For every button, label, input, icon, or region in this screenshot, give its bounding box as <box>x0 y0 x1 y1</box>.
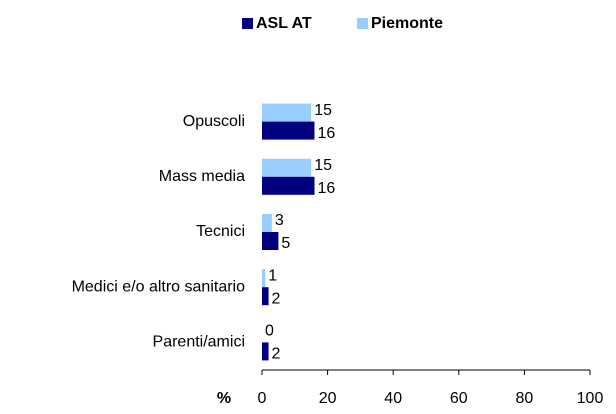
bar <box>262 214 272 232</box>
y-tick-label: Mass media <box>159 168 245 185</box>
x-tick-label: 0 <box>258 390 267 407</box>
x-tick-label: 100 <box>577 390 604 407</box>
legend-label: ASL AT <box>256 15 312 32</box>
legend-label: Piemonte <box>371 15 443 32</box>
value-label: 2 <box>272 346 281 363</box>
legend-swatch <box>357 18 368 29</box>
value-label: 1 <box>268 267 277 284</box>
value-label: 16 <box>317 125 335 142</box>
value-label: 0 <box>265 323 274 340</box>
bar <box>262 287 269 306</box>
y-tick-label: Medici e/o altro sanitario <box>72 278 246 295</box>
x-tick-label: 40 <box>384 390 402 407</box>
bar <box>262 158 312 177</box>
value-label: 16 <box>317 180 335 197</box>
value-label: 15 <box>314 157 332 174</box>
value-label: 3 <box>275 212 284 229</box>
bar <box>262 176 315 195</box>
x-tick-label: 20 <box>319 390 337 407</box>
y-tick-label: Parenti/amici <box>153 334 245 351</box>
x-tick-label: 60 <box>450 390 468 407</box>
bar <box>262 232 279 250</box>
y-tick-label: Tecnici <box>196 223 245 240</box>
bar <box>262 103 312 122</box>
y-tick-label: Opuscoli <box>183 113 245 130</box>
value-label: 5 <box>281 235 290 252</box>
x-axis-label: % <box>217 390 231 407</box>
bar <box>262 121 315 140</box>
bar <box>262 342 269 361</box>
value-label: 15 <box>314 102 332 119</box>
value-label: 2 <box>272 290 281 307</box>
x-tick-label: 80 <box>516 390 534 407</box>
legend-swatch <box>242 18 253 29</box>
bar <box>262 269 266 288</box>
